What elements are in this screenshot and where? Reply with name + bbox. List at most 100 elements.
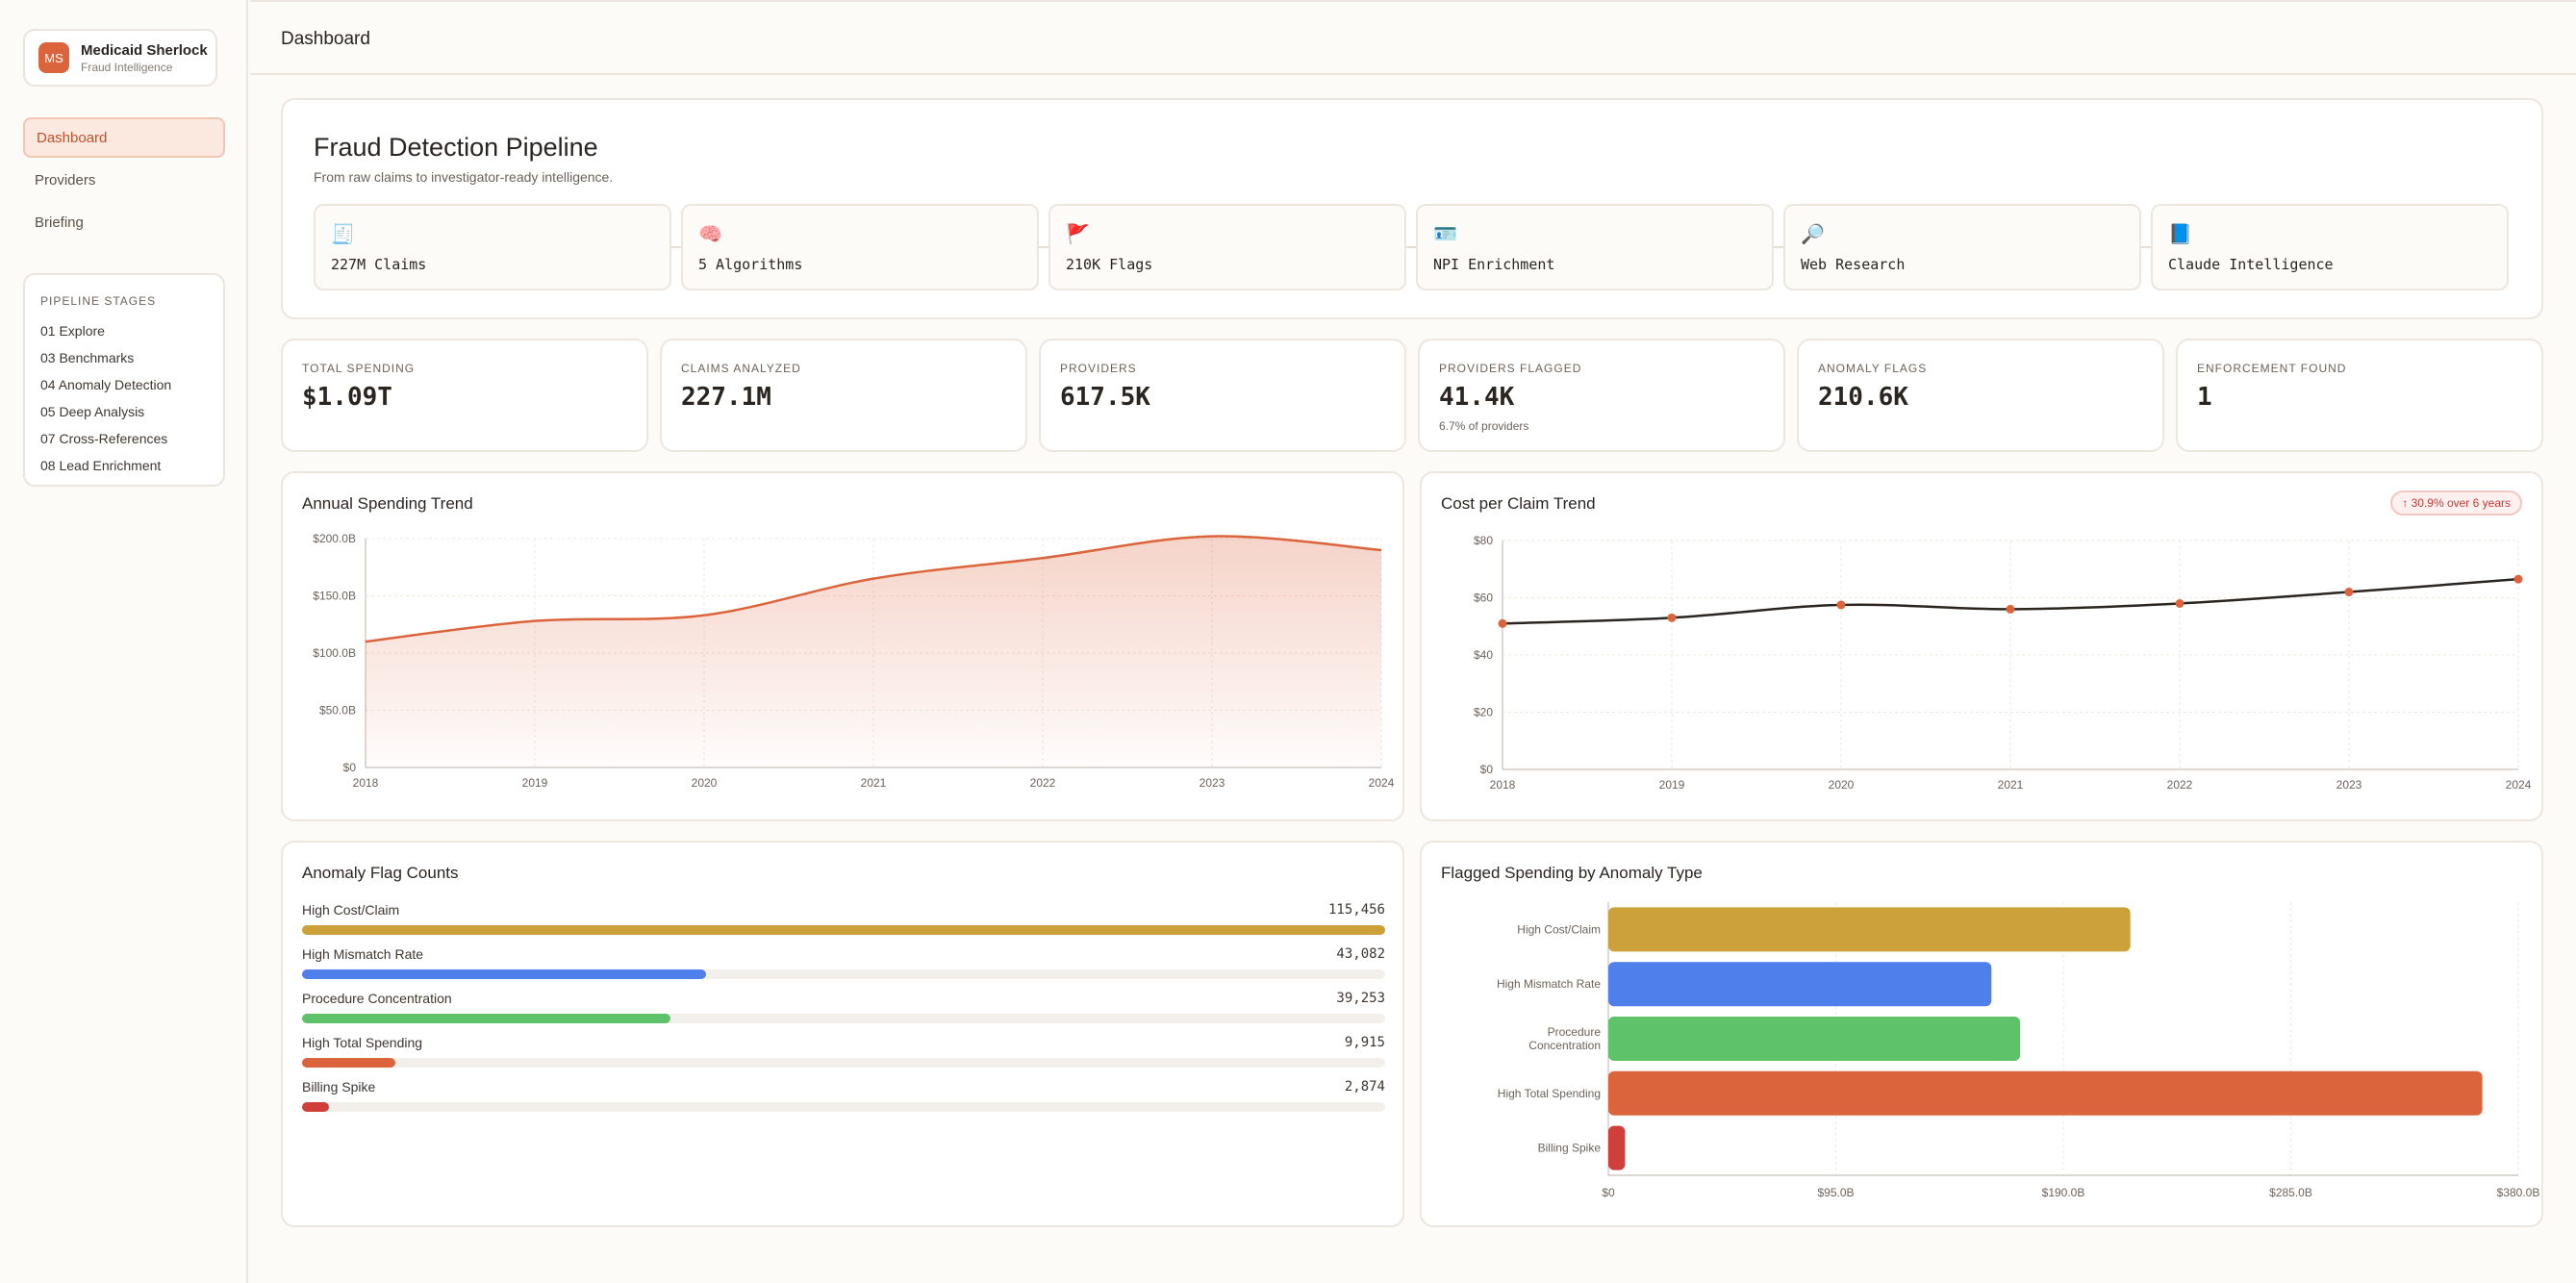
flagged-spending-card: Flagged Spending by Anomaly Type $0 $95.0…: [1420, 841, 2543, 1227]
flagged-spending-chart: $0 $95.0B $190.0B $285.0B $380.0B High Cost/C…: [1497, 902, 2540, 1199]
spending-bar: [1608, 962, 1992, 1007]
flag-track: [302, 1102, 1385, 1112]
flag-name: Procedure Concentration: [302, 991, 452, 1006]
sidebar-item-briefing[interactable]: Briefing: [35, 214, 84, 231]
stat-label: PROVIDERS FLAGGED: [1439, 362, 1582, 375]
spending-area: [366, 536, 1381, 767]
pipeline-subtitle: From raw claims to investigator-ready in…: [314, 169, 614, 185]
pipeline-step-claims: 🧾 227M Claims: [314, 204, 671, 290]
stage-link-lead-enrichment[interactable]: 08 Lead Enrichment: [40, 458, 162, 473]
anomaly-flag-row: Billing Spike 2,874: [302, 1079, 1385, 1123]
stat-label: CLAIMS ANALYZED: [681, 362, 801, 375]
flag-bar: [302, 1102, 330, 1112]
trend-badge: ↑ 30.9% over 6 years: [2390, 491, 2522, 516]
stage-link-deep-analysis[interactable]: 05 Deep Analysis: [40, 404, 145, 419]
stage-link-cross-references[interactable]: 07 Cross-References: [40, 431, 168, 446]
x-tick-label: 2021: [861, 776, 887, 790]
flag-name: High Mismatch Rate: [302, 946, 424, 962]
spending-bar: [1608, 907, 2131, 952]
pipeline-connector: [2141, 246, 2151, 248]
y-tick-label: $100.0B: [313, 646, 356, 660]
category-label: High Mismatch Rate: [1497, 977, 1601, 991]
spending-bar: [1608, 1017, 2021, 1061]
chart-title: Annual Spending Trend: [302, 494, 473, 513]
pipeline-card: Fraud Detection Pipeline From raw claims…: [281, 98, 2543, 319]
y-tick-label: $200.0B: [313, 532, 356, 545]
data-point: [2175, 598, 2185, 608]
y-tick-label: $50.0B: [319, 704, 356, 717]
stat-label: ANOMALY FLAGS: [1818, 362, 1928, 375]
y-tick-label: $40: [1474, 648, 1493, 662]
stat-label: PROVIDERS: [1060, 362, 1137, 375]
chart-title: Anomaly Flag Counts: [302, 864, 459, 882]
category-label: High Cost/Claim: [1517, 922, 1601, 936]
flag-count: 115,456: [1327, 902, 1385, 918]
stage-link-benchmarks[interactable]: 03 Benchmarks: [40, 350, 135, 365]
flag-name: High Total Spending: [302, 1035, 423, 1050]
flag-count: 39,253: [1336, 991, 1385, 1006]
category-label: Procedure Concentration: [1528, 1025, 1601, 1052]
sidebar-item-providers[interactable]: Providers: [35, 171, 96, 189]
flag-track: [302, 1058, 1385, 1068]
flag-bar: [302, 925, 1385, 935]
data-point: [1836, 600, 1846, 610]
x-tick-label: 2024: [2506, 778, 2532, 792]
receipt-icon: 🧾: [331, 224, 355, 245]
stat-note: 6.7% of providers: [1439, 419, 1529, 433]
brain-icon: 🧠: [698, 224, 722, 245]
annual-spending-chart: $0 $50.0B $100.0B $150.0B $200.0B 2018 2019 202…: [313, 532, 1394, 790]
data-point: [2344, 588, 2354, 597]
stage-link-explore[interactable]: 01 Explore: [40, 323, 105, 339]
category-label: High Total Spending: [1498, 1087, 1601, 1100]
x-tick-label: $285.0B: [2269, 1186, 2312, 1199]
id-card-icon: 🪪: [1433, 224, 1457, 245]
x-tick-label: $0: [1602, 1186, 1615, 1199]
spending-line: [365, 535, 1382, 643]
pipeline-stages-title: PIPELINE STAGES: [40, 294, 157, 308]
x-tick-label: 2020: [692, 776, 718, 790]
cost-per-claim-card: Cost per Claim Trend ↑ 30.9% over 6 year…: [1420, 471, 2543, 821]
chart-title: Flagged Spending by Anomaly Type: [1441, 864, 1703, 882]
flag-name: Billing Spike: [302, 1079, 376, 1094]
pipeline-step-npi-enrichment: 🪪 NPI Enrichment: [1416, 204, 1774, 290]
anomaly-flag-row: High Cost/Claim 115,456: [302, 902, 1385, 946]
flag-bar: [302, 969, 707, 979]
brand-subtitle: Fraud Intelligence: [81, 60, 173, 74]
category-label-line: High Total Spending: [1498, 1087, 1601, 1100]
sidebar-item-dashboard[interactable]: Dashboard: [23, 117, 225, 158]
pipeline-step-flags: 🚩 210K Flags: [1048, 204, 1406, 290]
sidebar: MS Medicaid Sherlock Fraud Intelligence …: [0, 0, 248, 1283]
stat-value: 1: [2197, 383, 2212, 412]
stat-label: ENFORCEMENT FOUND: [2197, 362, 2347, 375]
pipeline-step-label: 5 Algorithms: [698, 256, 803, 273]
pipeline-step-label: 227M Claims: [331, 256, 427, 273]
flag-name: High Cost/Claim: [302, 902, 400, 918]
stat-value: 227.1M: [681, 383, 771, 412]
pipeline-step-claude-intelligence: 📘 Claude Intelligence: [2151, 204, 2509, 290]
x-tick-label: 2019: [522, 776, 548, 790]
brand[interactable]: MS Medicaid Sherlock Fraud Intelligence: [23, 29, 217, 87]
pipeline-connector: [671, 246, 681, 248]
x-tick-label: 2022: [1030, 776, 1056, 790]
annual-spending-card: Annual Spending Trend $0 $50.0B $100.0B $15…: [281, 471, 1404, 821]
x-tick-label: $380.0B: [2497, 1186, 2540, 1199]
book-icon: 📘: [2168, 224, 2192, 245]
pipeline-connector: [1774, 246, 1783, 248]
stage-link-anomaly-detection[interactable]: 04 Anomaly Detection: [40, 377, 172, 392]
flag-bar: [302, 1058, 395, 1068]
y-tick-label: $0: [1480, 763, 1494, 776]
magnifier-icon: 🔎: [1801, 224, 1825, 245]
pipeline-step-label: 210K Flags: [1066, 256, 1153, 273]
stat-card-claims-analyzed: CLAIMS ANALYZED 227.1M: [660, 339, 1027, 452]
top-header: Dashboard: [250, 0, 2576, 75]
brand-avatar: MS: [38, 42, 69, 73]
stat-value: 617.5K: [1060, 383, 1150, 412]
chart-title: Cost per Claim Trend: [1441, 494, 1596, 513]
pipeline-title: Fraud Detection Pipeline: [314, 133, 598, 162]
flag-count: 43,082: [1336, 946, 1385, 962]
category-label: Billing Spike: [1538, 1142, 1602, 1155]
pipeline-connector: [1406, 246, 1416, 248]
stat-card-providers-flagged: PROVIDERS FLAGGED 41.4K 6.7% of provider…: [1418, 339, 1785, 452]
data-point: [2513, 574, 2523, 584]
stat-card-anomaly-flags: ANOMALY FLAGS 210.6K: [1797, 339, 2164, 452]
